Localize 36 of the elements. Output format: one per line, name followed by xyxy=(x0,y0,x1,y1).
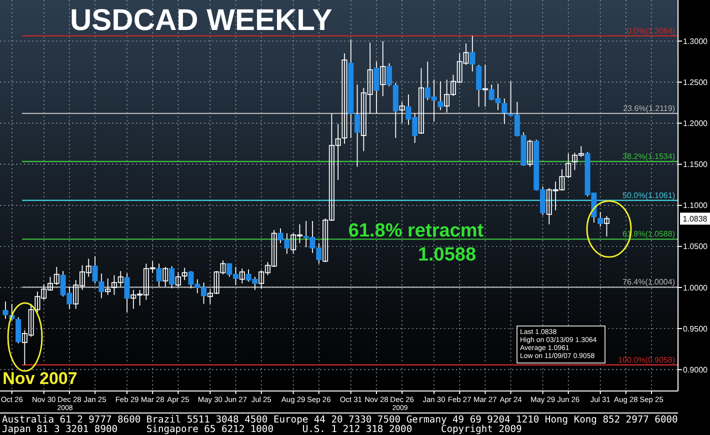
ref-line-label: 23.6%(1.2119) xyxy=(623,104,676,113)
y-tick-label: 0.9500 xyxy=(683,324,708,334)
candlestick xyxy=(502,98,508,124)
ref-line-label: 0.0%(1.3064) xyxy=(626,26,676,36)
y-tick-label: 1.2500 xyxy=(683,78,708,87)
candlestick xyxy=(527,139,533,168)
y-tick-label: 1.3000 xyxy=(683,36,708,46)
ref-line-label: 100.0%(0.9058) xyxy=(618,355,676,364)
y-tick-label: 1.1000 xyxy=(683,201,708,210)
candlestick xyxy=(380,40,386,97)
candlestick xyxy=(342,52,348,144)
annotation: 1.0838 xyxy=(682,214,708,224)
y-tick-label: 1.0500 xyxy=(683,242,708,252)
y-tick-label: 1.0000 xyxy=(683,283,708,292)
candlestick xyxy=(239,268,245,284)
ref-line-label: 76.4%(1.0004) xyxy=(622,278,676,287)
candlestick xyxy=(175,271,181,288)
candlestick xyxy=(162,266,168,288)
annotation: 1.0588 xyxy=(418,244,476,266)
annotation: Nov 2007 xyxy=(2,368,78,388)
candlestick xyxy=(604,216,610,238)
y-tick-label: 1.1500 xyxy=(683,160,708,170)
candlestick xyxy=(399,101,405,124)
text: Australia 61 2 9777 8600 Brazil 5511 3048 4500 Europe 44 20 7330 7500 Germany 49 69 9204 1210 Hong Kong 852 2977 6000 xyxy=(2,414,678,426)
candlestick xyxy=(182,267,188,281)
ref-line-label: 38.2%(1.1534) xyxy=(622,152,676,161)
y-tick-label: 1.2000 xyxy=(683,119,708,128)
text: Japan 81 3 3201 8900 Singapore 65 6212 1000 U.S. 1 212 318 2000 Copyright 2009 xyxy=(2,424,522,435)
candlestick xyxy=(482,64,488,108)
ref-line-label: 50.0%(1.1061) xyxy=(622,190,676,200)
candlestick xyxy=(2,301,8,320)
chart-title: USDCAD WEEKLY xyxy=(70,4,332,37)
candlestick xyxy=(105,278,111,296)
candlestick xyxy=(418,68,424,134)
annotation: 61.8% retracmt xyxy=(348,220,484,242)
y-tick-label: 0.9000 xyxy=(683,365,708,374)
